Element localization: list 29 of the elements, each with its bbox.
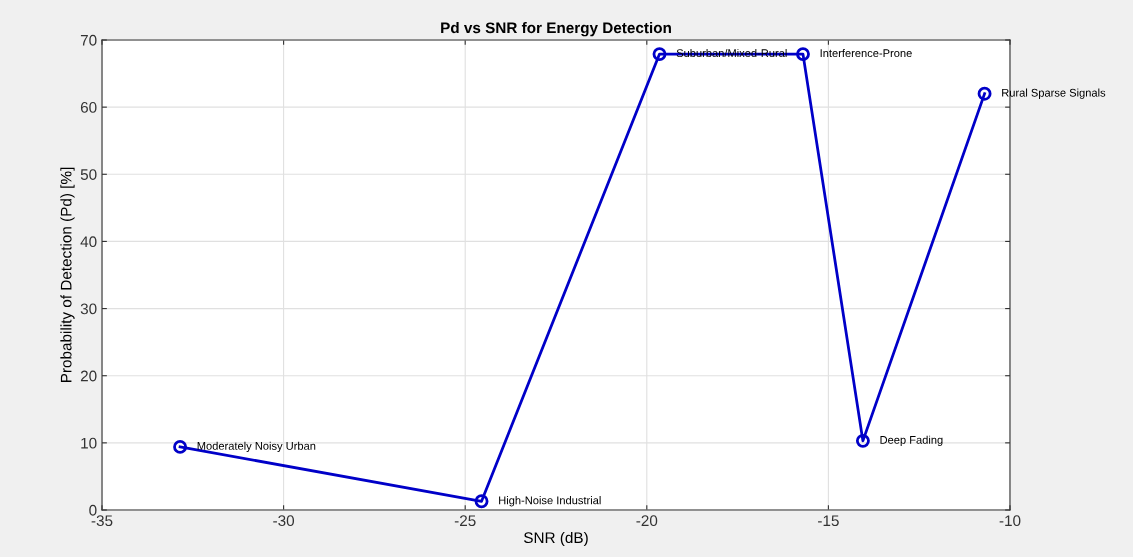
point: [796, 47, 810, 62]
point: [173, 439, 188, 454]
annotation: High-Noise Industrial: [499, 496, 601, 507]
y-tick-label: 70: [80, 34, 97, 46]
point: [855, 433, 870, 448]
annotation: Deep Fading: [880, 435, 943, 447]
x-tick-label: -20: [636, 515, 658, 527]
x-tick-label: -35: [91, 515, 113, 527]
x-tick-label: -10: [999, 515, 1021, 527]
x-tick-label: -25: [454, 515, 476, 527]
y-tick-label: 40: [80, 236, 97, 248]
point: [474, 494, 489, 509]
x-axis-title: SNR (dB): [524, 531, 588, 547]
point: [652, 47, 667, 62]
x-tick-label: -15: [818, 515, 839, 527]
y-tick-label: 30: [80, 303, 97, 315]
y-axis-title: Probability of Detection (Pd) [%]: [60, 167, 75, 383]
y-tick-label: 10: [81, 437, 97, 449]
annotation: Interference-Prone: [820, 48, 912, 58]
y-tick-label: 20: [80, 370, 97, 382]
annotation: Rural Sparse Signals: [1002, 88, 1106, 99]
point: [977, 86, 992, 101]
y-tick-label: 60: [80, 102, 97, 113]
annotation: Moderately Noisy Urban: [197, 441, 316, 453]
y-tick-label: 50: [80, 169, 97, 180]
y-tick-label: 0: [89, 504, 97, 516]
chart-title: Pd vs SNR for Energy Detection: [441, 21, 671, 37]
annotation: Suburban/Mixed-Rural: [676, 48, 787, 58]
x-tick-label: -30: [273, 515, 295, 527]
